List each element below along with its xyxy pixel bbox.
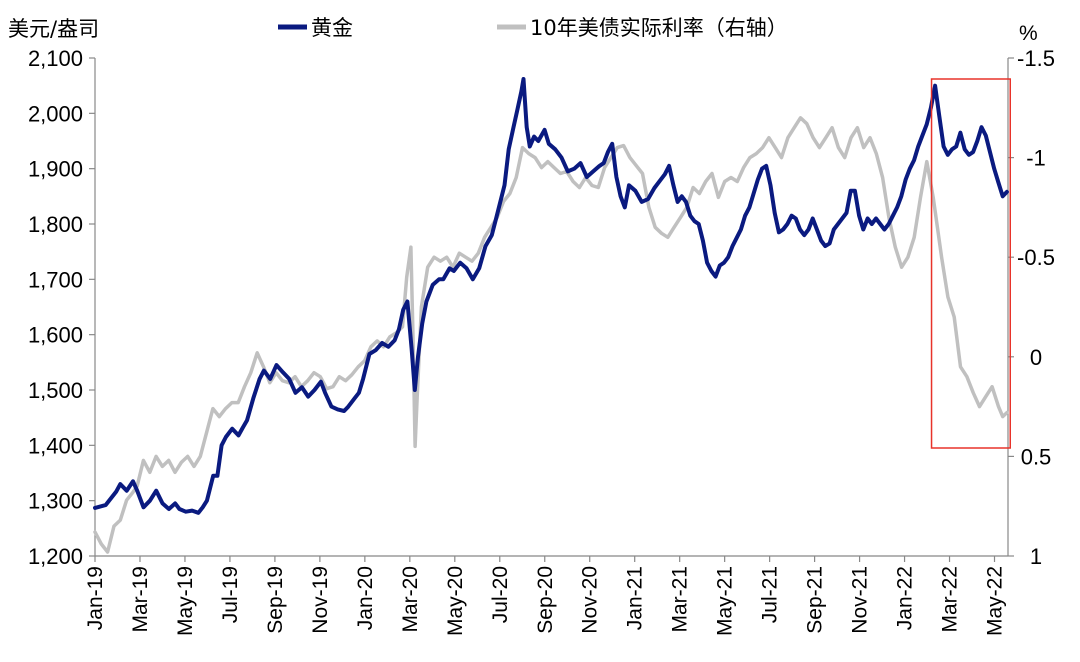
left-y-tick-label: 1,800 — [28, 212, 83, 237]
x-tick-label: Jan-21 — [624, 566, 647, 630]
right-unit-label: % — [1019, 22, 1038, 45]
highlight-box — [930, 78, 1011, 449]
x-tick-label: Jan-22 — [894, 566, 917, 630]
right-y-tick-label: -1 — [1026, 146, 1046, 171]
x-tick-label: Mar-20 — [399, 566, 422, 633]
right-y-tick-label: 0.5 — [1021, 444, 1052, 469]
left-y-tick-label: 1,200 — [28, 544, 83, 569]
x-tick-label: Mar-19 — [129, 566, 152, 633]
x-tick-label: Jan-19 — [84, 566, 107, 630]
x-tick-label: May-21 — [714, 566, 737, 636]
series-line-real-yield — [93, 116, 1009, 554]
x-tick-label: Sep-19 — [264, 566, 287, 634]
x-tick-label: Mar-21 — [669, 566, 692, 633]
left-y-tick-label: 1,500 — [28, 378, 83, 403]
right-y-tick-label: -0.5 — [1017, 245, 1055, 270]
x-tick-label: Sep-20 — [534, 566, 557, 634]
legend-label-gold: 黄金 — [311, 16, 353, 40]
left-y-tick-label: 1,300 — [28, 489, 83, 514]
left-y-tick-label: 1,400 — [28, 433, 83, 458]
x-tick-label: Jan-20 — [354, 566, 377, 630]
right-y-tick-label: 0 — [1030, 345, 1042, 370]
left-y-tick-label: 1,600 — [28, 323, 83, 348]
x-tick-label: Jul-20 — [489, 566, 512, 623]
right-y-tick-label: 1 — [1030, 544, 1042, 569]
left-y-tick-label: 1,700 — [28, 267, 83, 292]
x-tick-label: Jul-21 — [759, 566, 782, 623]
series-line-gold — [93, 77, 1009, 515]
x-tick-label: Mar-22 — [939, 566, 962, 633]
x-tick-label: Nov-20 — [579, 566, 602, 634]
x-tick-label: Sep-21 — [804, 566, 827, 634]
left-y-tick-label: 2,000 — [28, 101, 83, 126]
x-tick-label: May-20 — [444, 566, 467, 636]
legend-label-real-yield: 10年美债实际利率（右轴） — [530, 16, 788, 40]
x-tick-label: Jul-19 — [219, 566, 242, 623]
x-tick-label: May-19 — [174, 566, 197, 636]
x-tick-label: Nov-19 — [309, 566, 332, 634]
left-unit-label: 美元/盎司 — [8, 17, 99, 41]
x-tick-label: Nov-21 — [849, 566, 872, 634]
right-y-tick-label: -1.5 — [1017, 46, 1055, 71]
left-y-tick-label: 2,100 — [28, 46, 83, 71]
x-tick-label: May-22 — [984, 566, 1007, 636]
left-y-tick-label: 1,900 — [28, 157, 83, 182]
